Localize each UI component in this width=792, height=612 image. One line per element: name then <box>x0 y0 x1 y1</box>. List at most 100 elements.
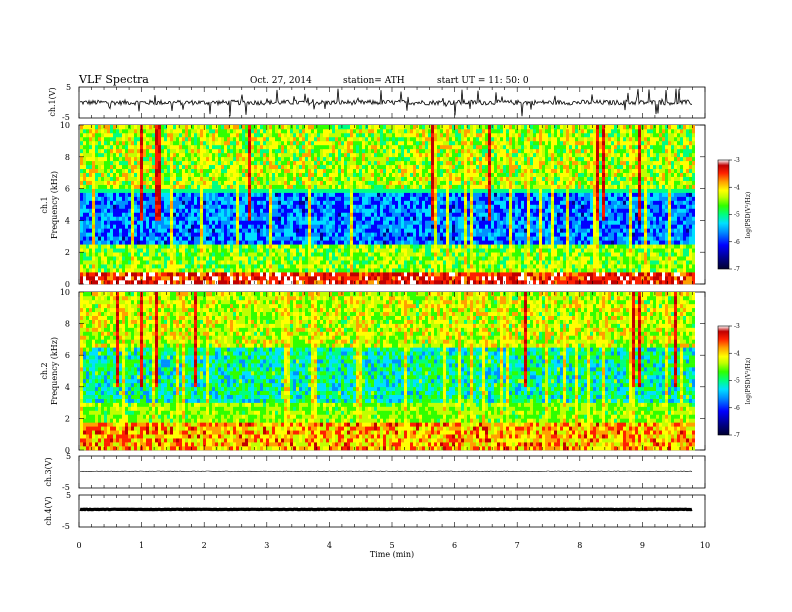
ch1-spectrogram-cell <box>296 276 299 281</box>
ch1-spectrogram-cell <box>158 280 161 285</box>
ch1-spectrogram-cell <box>188 260 191 265</box>
ch1-spectrogram-cell <box>158 164 161 170</box>
ch1-spectrogram-cell <box>338 216 341 221</box>
ch1-spectrogram-cell <box>323 128 326 134</box>
ch1-spectrogram-cell <box>173 256 176 261</box>
ch1-spectrogram-cell <box>227 200 230 205</box>
ch1-spectrogram-cell <box>314 136 317 142</box>
ch1-spectrogram-cell <box>335 128 338 134</box>
ch1-spectrogram-cell <box>287 208 290 213</box>
ch1-spectrogram-cell <box>293 228 296 233</box>
ch1-spectrogram-cell <box>227 148 230 154</box>
ch1-spectrogram-cell <box>443 148 446 154</box>
ch1-spectrogram-cell <box>176 200 179 205</box>
ch1-spectrogram-cell <box>386 156 389 162</box>
ch1-spectrogram-cell <box>158 276 161 281</box>
ch1-spectrogram-cell <box>380 280 383 285</box>
ch1-spectrogram-cell <box>170 180 173 185</box>
ch1-spectrogram-cell <box>95 276 98 281</box>
ch1-spectrogram-cell <box>191 160 194 166</box>
ch1-spectrogram-cell <box>413 200 416 205</box>
ch1-spectrogram-cell <box>365 164 368 170</box>
ch1-spectrogram-cell <box>428 248 431 253</box>
ch1-spectrogram-cell <box>203 236 206 241</box>
ch1-spectrogram-cell <box>182 240 185 245</box>
ch1-spectrogram-cell <box>440 208 443 213</box>
ch1-spectrogram-cell <box>359 228 362 233</box>
ch1-spectrogram-cell <box>356 228 359 233</box>
ch1-spectrogram-cell <box>155 240 158 245</box>
ch1-spectrogram-cell <box>251 232 254 237</box>
ch1-spectrogram-cell <box>89 268 92 273</box>
ch1-spectrogram-cell <box>350 260 353 265</box>
ch1-spectrogram-cell <box>164 220 167 225</box>
ch1-spectrogram-cell <box>176 128 179 134</box>
ch1-spectrogram-cell <box>323 176 326 181</box>
ch1-spectrogram-cell <box>245 280 248 285</box>
ch1-spectrogram-cell <box>356 248 359 253</box>
ch1-spectrogram-cell <box>365 160 368 166</box>
ch1-spectrogram-cell <box>239 192 242 197</box>
ch1-spectrogram-cell <box>176 224 179 229</box>
ch1-spectrogram-cell <box>377 248 380 253</box>
ch1-spectrogram-cell <box>371 160 374 166</box>
ch1-spectrogram-cell <box>431 172 434 177</box>
ch1-spectrogram-cell <box>314 220 317 225</box>
ch1-spectrogram-cell <box>299 240 302 245</box>
ch1-spectrogram-cell <box>128 272 131 277</box>
ch1-spectrogram-cell <box>356 240 359 245</box>
ch1-spectrogram-cell <box>140 220 143 225</box>
ch1-spectrogram-cell <box>107 156 110 162</box>
ch1-spectrogram-cell <box>131 156 134 162</box>
ch1-spectrogram-cell <box>266 140 269 146</box>
ch1-spectrogram-cell <box>428 236 431 241</box>
ch1-spectrogram-cell <box>242 248 245 253</box>
ch1-spectrogram-cell <box>275 272 278 277</box>
ch1-spectrogram-cell <box>224 188 227 193</box>
ch1-spectrogram-cell <box>92 272 95 277</box>
ch1-spectrogram-cell <box>404 200 407 205</box>
ch1-spectrogram-cell <box>347 164 350 170</box>
ch1-spectrogram-cell <box>278 140 281 146</box>
ch1-spectrogram-cell <box>386 224 389 229</box>
ch1-spectrogram-cell <box>350 204 353 209</box>
ch1-spectrogram-cell <box>338 200 341 205</box>
ch1-spectrogram-cell <box>140 272 143 277</box>
ch1-spectrogram-cell <box>377 132 380 138</box>
ch1-spectrogram-cell <box>410 164 413 170</box>
ch1-spectrogram-cell <box>425 128 428 134</box>
ch1-spectrogram-cell <box>404 228 407 233</box>
ch1-spectrogram-cell <box>197 192 200 197</box>
ch1-spectrogram-cell <box>254 176 257 181</box>
ch1-spectrogram-cell <box>215 276 218 281</box>
ch1-spectrogram-cell <box>302 192 305 197</box>
ch1-spectrogram-cell <box>266 260 269 265</box>
ch1-spectrogram-cell <box>374 224 377 229</box>
ch1-spectrogram-cell <box>317 264 320 269</box>
ch1-spectrogram-cell <box>314 160 317 166</box>
ch1-spectrogram-cell <box>125 220 128 225</box>
ch1-spectrogram-cell <box>275 212 278 217</box>
ch1-spectrogram-cell <box>233 200 236 205</box>
ch1-spectrogram-cell <box>359 212 362 217</box>
ch1-spectrogram-cell <box>260 144 263 150</box>
ch1-spectrogram-cell <box>173 264 176 269</box>
ch1-spectrogram-cell <box>179 184 182 189</box>
ch1-spectrogram-cell <box>329 176 332 181</box>
ch1-spectrogram-cell <box>122 280 125 285</box>
ch1-spectrogram-cell <box>110 260 113 265</box>
ch1-spectrogram-cell <box>353 136 356 142</box>
ch1-spectrogram-cell <box>179 240 182 245</box>
ch1-spectrogram-cell <box>95 264 98 269</box>
ch1-spectrogram-cell <box>107 236 110 241</box>
ch1-spectrogram-cell <box>161 132 164 138</box>
ch1-spectrogram-cell <box>329 260 332 265</box>
ch1-spectrogram-cell <box>197 168 200 173</box>
ch1-spectrogram-cell <box>212 276 215 281</box>
ch1-spectrogram-cell <box>425 152 428 158</box>
ch1-spectrogram-cell <box>299 276 302 281</box>
ch1-spectrogram-cell <box>323 160 326 166</box>
ch1-spectrogram-cell <box>440 125 443 130</box>
ch1-spectrogram-cell <box>230 172 233 177</box>
ch1-spectrogram-cell <box>299 168 302 173</box>
